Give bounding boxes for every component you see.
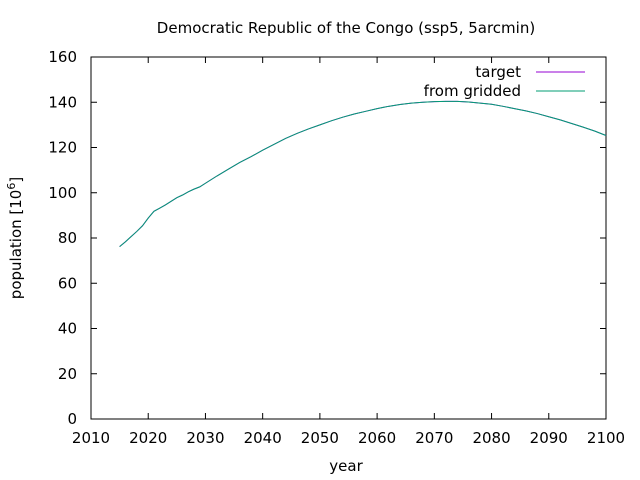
legend-label-1: from gridded: [424, 82, 521, 100]
x-tick-label: 2030: [186, 429, 224, 447]
y-tick-label: 0: [67, 410, 77, 428]
y-tick-label: 120: [48, 139, 77, 157]
chart-title: Democratic Republic of the Congo (ssp5, …: [157, 19, 535, 37]
y-tick-label: 160: [48, 48, 77, 66]
x-tick-label: 2100: [587, 429, 625, 447]
x-axis-label: year: [329, 457, 363, 475]
y-axis-label-tail: ]: [7, 177, 25, 183]
x-tick-label: 2010: [72, 429, 110, 447]
x-tick-label: 2040: [244, 429, 282, 447]
x-tick-label: 2020: [129, 429, 167, 447]
x-tick-label: 2090: [530, 429, 568, 447]
series-line-1: [119, 100, 607, 247]
y-tick-label: 60: [58, 274, 77, 292]
y-axis-label-main: population [10: [7, 190, 25, 300]
axis-ticks: 2010 2020 2030 2040 2050 2060 2070 2080 2090 2100…: [48, 48, 625, 447]
y-tick-label: 140: [48, 93, 77, 111]
x-tick-label: 2050: [301, 429, 339, 447]
y-tick-label: 20: [58, 365, 77, 383]
y-axis-label-exponent: 6: [5, 183, 18, 190]
x-tick-label: 2080: [472, 429, 510, 447]
legend-label-0: target: [475, 63, 521, 81]
x-tick-label: 2060: [358, 429, 396, 447]
y-axis-label: population [106]: [5, 177, 25, 299]
y-tick-label: 80: [58, 229, 77, 247]
y-tick-label: 100: [48, 184, 77, 202]
y-tick-label: 40: [58, 320, 77, 338]
series-lines: [119, 100, 607, 247]
x-tick-label: 2070: [415, 429, 453, 447]
